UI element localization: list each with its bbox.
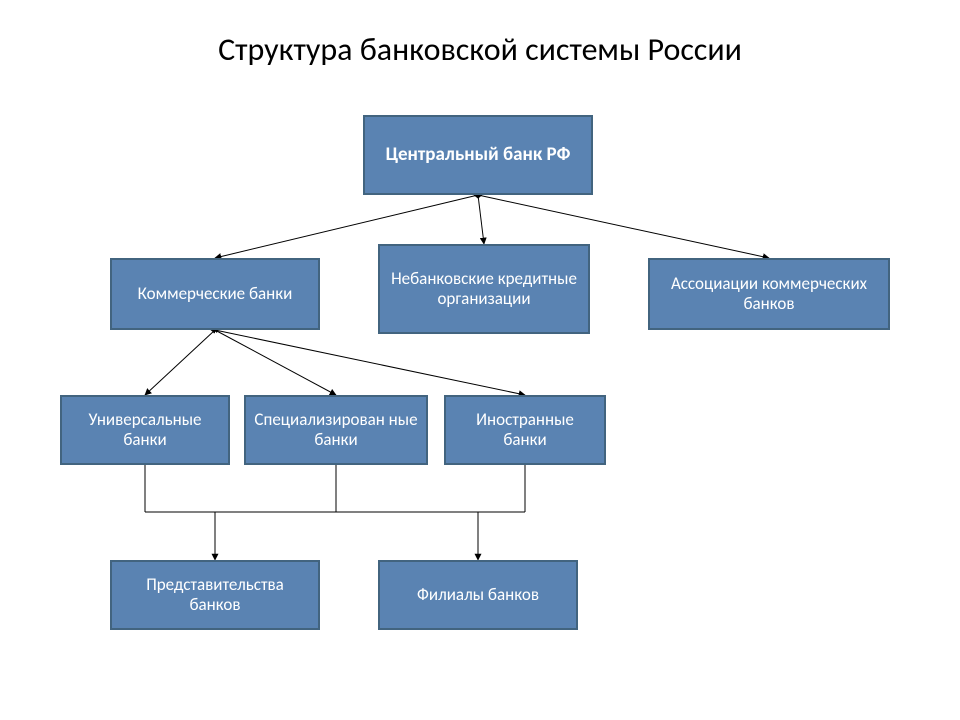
node-comm: Коммерческие банки [110,258,320,330]
diagram-title: Структура банковской системы России [0,30,960,69]
node-univ: Универсальные банки [60,395,230,465]
node-branch: Филиалы банков [378,560,578,630]
node-repr: Представительства банков [110,560,320,630]
node-spec: Специализирован ные банки [244,395,428,465]
node-nbko: Небанковские кредитные организации [378,244,590,334]
node-assoc: Ассоциации коммерческих банков [648,258,890,330]
node-foreign: Иностранные банки [444,395,606,465]
node-root: Центральный банк РФ [363,115,593,195]
